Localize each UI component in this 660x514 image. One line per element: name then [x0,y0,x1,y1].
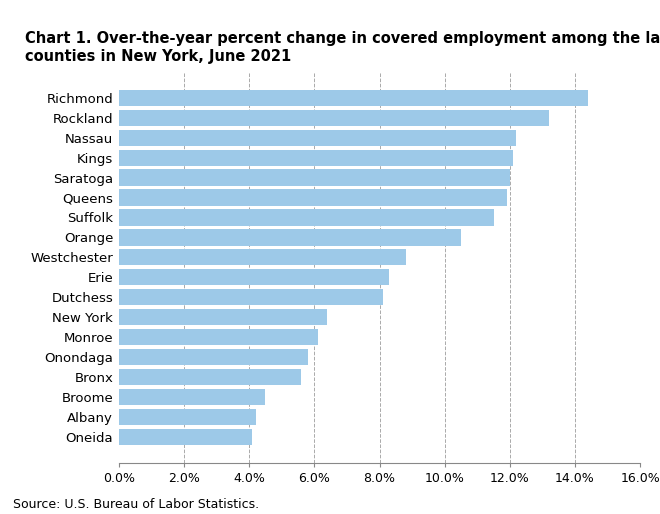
Bar [119,389,265,405]
Bar [119,349,308,365]
Bar [119,269,389,285]
Bar [119,409,255,425]
Bar [119,90,588,106]
Text: Source: U.S. Bureau of Labor Statistics.: Source: U.S. Bureau of Labor Statistics. [13,499,259,511]
Text: Chart 1. Over-the-year percent change in covered employment among the largest
co: Chart 1. Over-the-year percent change in… [25,31,660,64]
Bar [119,170,510,186]
Bar [119,329,317,345]
Bar [119,209,494,226]
Bar [119,309,327,325]
Bar [119,229,461,246]
Bar [119,130,516,146]
Bar [119,249,405,266]
Bar [119,429,252,445]
Bar [119,189,507,206]
Bar [119,369,301,385]
Bar [119,150,513,166]
Bar [119,109,549,126]
Bar [119,289,383,305]
